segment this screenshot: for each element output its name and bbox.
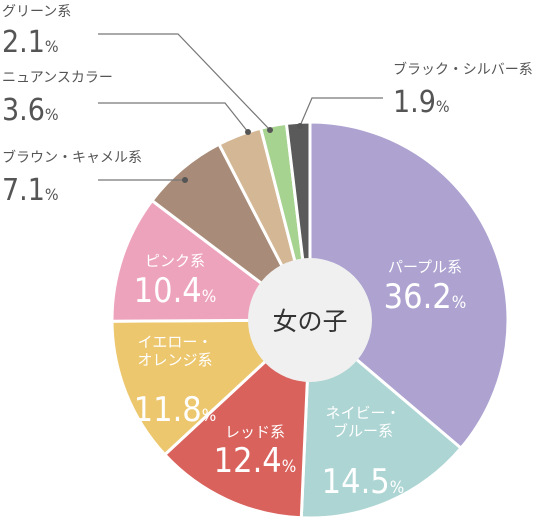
slice-8-label: グリーン系 bbox=[2, 4, 71, 20]
slice-6-label: ブラウン・キャメル系 bbox=[2, 149, 142, 166]
slice-7-leader-dot bbox=[245, 129, 251, 135]
slice-4-value: 11.8% bbox=[134, 390, 217, 430]
slice-8-value: 2.1% bbox=[2, 25, 59, 60]
slice-1 bbox=[308, 120, 510, 451]
slice-8-leader-dot bbox=[267, 127, 273, 133]
callout-labels: ブラウン・キャメル系 7.1% ニュアンスカラー 3.6% グリーン系 2.1% ブラック・… bbox=[2, 4, 533, 208]
slice-6-value: 7.1% bbox=[2, 173, 59, 208]
slice-7-label: ニュアンスカラー bbox=[2, 70, 113, 86]
center-hole bbox=[248, 258, 372, 382]
slice-9-value: 1.9% bbox=[393, 85, 450, 120]
slice-5-label: ピンク系 bbox=[145, 252, 205, 270]
slice-9-leader-dot bbox=[297, 123, 303, 129]
slice-3-value: 12.4% bbox=[214, 441, 297, 481]
slice-1-value: 36.2% bbox=[384, 277, 467, 317]
slice-4-label: イエロー・ bbox=[138, 333, 213, 351]
slice-9-leader-line bbox=[299, 97, 383, 127]
slice-4-label: オレンジ系 bbox=[137, 351, 212, 369]
slice-2-label: ブルー系 bbox=[333, 422, 393, 440]
slice-7-leader-line bbox=[98, 102, 249, 133]
slice-2-value: 14.5% bbox=[322, 462, 405, 502]
slice-9-label: ブラック・シルバー系 bbox=[393, 61, 533, 78]
slice-3-label: レッド系 bbox=[225, 423, 285, 441]
slice-1-label: パープル系 bbox=[388, 258, 462, 276]
slice-2-label: ネイビー・ bbox=[325, 404, 400, 422]
slice-8-leader-line bbox=[98, 33, 271, 131]
slice-7-value: 3.6% bbox=[2, 93, 59, 128]
center-label: 女の子 bbox=[272, 307, 347, 336]
slice-5-value: 10.4% bbox=[134, 271, 217, 311]
slice-6-leader-dot bbox=[182, 177, 188, 183]
